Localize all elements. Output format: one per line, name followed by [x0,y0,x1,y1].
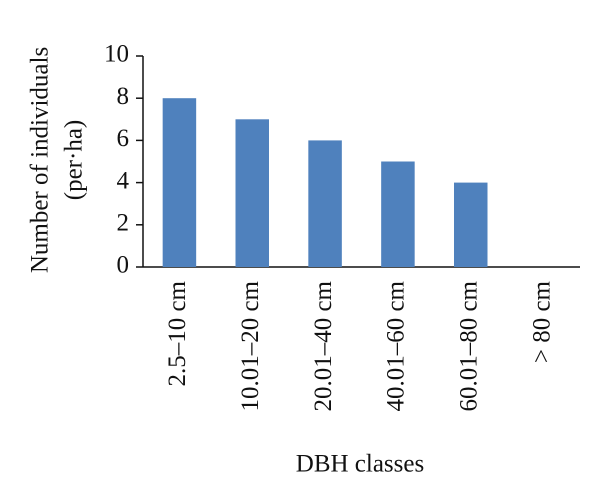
x-tick-label: 10.01–20 cm [237,280,264,411]
x-tick-label: 20.01–40 cm [310,280,337,411]
x-tick-label: 60.01–80 cm [455,280,482,411]
y-axis-title: (per·ha) [61,120,88,201]
x-tick-label: > 80 cm [528,280,555,363]
bar [308,140,342,267]
y-axis-title: Number of individuals [27,47,54,273]
y-tick-label: 8 [117,83,130,110]
bar [381,161,415,267]
y-tick-label: 10 [104,41,129,68]
bar [162,98,197,267]
bar [453,182,488,267]
y-tick-label: 0 [117,252,130,279]
x-axis-title: DBH classes [296,451,424,478]
x-tick-label: 40.01–60 cm [383,280,410,411]
x-tick-label: 2.5–10 cm [164,280,191,386]
bar [235,119,270,267]
y-tick-label: 4 [117,167,130,194]
y-tick-label: 2 [117,210,130,237]
y-tick-label: 6 [117,125,130,152]
